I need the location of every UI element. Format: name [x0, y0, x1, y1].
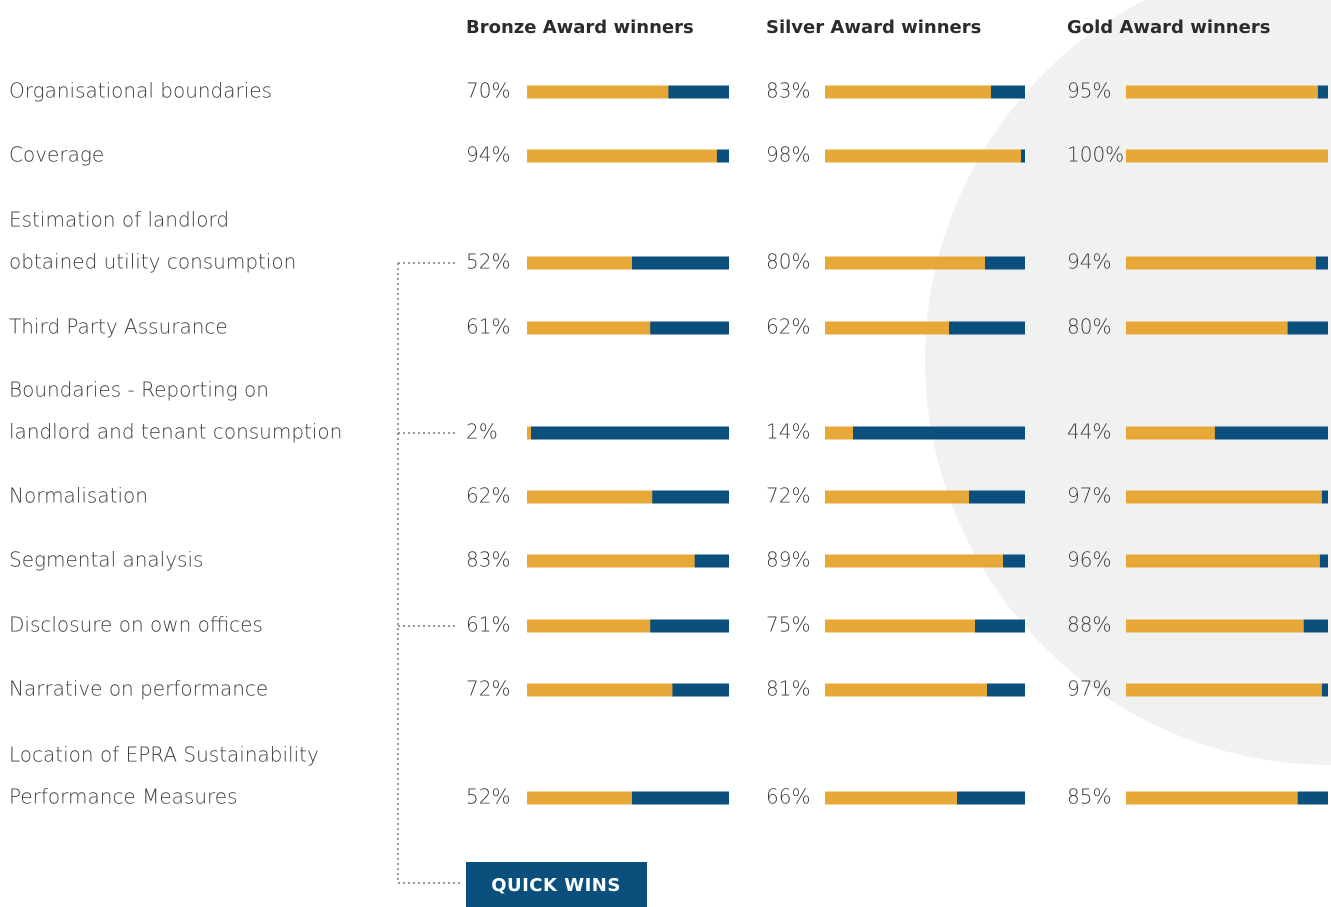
- bar: [527, 619, 651, 633]
- bar: [1126, 256, 1316, 270]
- value-label: 14%: [766, 420, 810, 444]
- bar: [527, 554, 695, 568]
- value-label: 85%: [1067, 785, 1111, 809]
- series-header: Silver Award winners: [766, 17, 981, 38]
- series-header: Gold Award winners: [1067, 17, 1270, 38]
- annotation-box: [466, 862, 647, 907]
- value-label: 80%: [1067, 315, 1111, 339]
- bar: [825, 149, 1021, 163]
- bar: [527, 490, 653, 504]
- background-circle: [925, 0, 1331, 765]
- bar: [1126, 149, 1328, 163]
- bar: [1126, 85, 1318, 99]
- bar: [1126, 791, 1298, 805]
- bar: [1126, 554, 1320, 568]
- category-label: Estimation of landlord: [9, 208, 229, 232]
- value-label: 83%: [466, 548, 510, 572]
- value-label: 70%: [466, 79, 510, 103]
- value-label: 62%: [766, 315, 810, 339]
- category-label: Normalisation: [9, 484, 148, 508]
- bar: [1126, 683, 1322, 697]
- value-label: 88%: [1067, 613, 1111, 637]
- value-label: 97%: [1067, 484, 1111, 508]
- bar: [527, 321, 651, 335]
- value-label: 66%: [766, 785, 810, 809]
- value-label: 80%: [766, 250, 810, 274]
- value-label: 61%: [466, 315, 510, 339]
- value-label: 2%: [466, 420, 498, 444]
- bar-track: [527, 426, 729, 440]
- category-label: Narrative on performance: [9, 677, 268, 701]
- bar: [825, 619, 975, 633]
- bar-track: [825, 426, 1025, 440]
- category-label: obtained utility consumption: [9, 250, 296, 274]
- category-label: Location of EPRA Sustainability: [9, 743, 319, 767]
- bar: [527, 85, 669, 99]
- bar: [1126, 619, 1304, 633]
- value-label: 52%: [466, 250, 510, 274]
- bar: [1126, 426, 1215, 440]
- bar: [527, 256, 633, 270]
- bar: [825, 321, 949, 335]
- value-label: 83%: [766, 79, 810, 103]
- connector: [397, 262, 460, 884]
- value-label: 61%: [466, 613, 510, 637]
- bar: [825, 490, 969, 504]
- value-label: 94%: [466, 143, 510, 167]
- annotation: QUICK WINS: [491, 875, 621, 896]
- bar: [825, 256, 985, 270]
- value-label: 72%: [766, 484, 810, 508]
- value-label: 95%: [1067, 79, 1111, 103]
- category-label: Performance Measures: [9, 785, 238, 809]
- value-label: 94%: [1067, 250, 1111, 274]
- category-label: Disclosure on own offices: [9, 613, 263, 637]
- category-label: Coverage: [9, 143, 104, 167]
- category-label: Boundaries - Reporting on: [9, 378, 269, 402]
- value-label: 44%: [1067, 420, 1111, 444]
- category-label: Organisational boundaries: [9, 79, 272, 103]
- value-label: 75%: [766, 613, 810, 637]
- value-label: 72%: [466, 677, 510, 701]
- category-label: landlord and tenant consumption: [9, 420, 342, 444]
- bar: [527, 683, 673, 697]
- bar: [825, 554, 1003, 568]
- bar: [825, 426, 853, 440]
- bar: [1126, 321, 1288, 335]
- bar: [825, 791, 957, 805]
- category-label: Segmental analysis: [9, 548, 203, 572]
- value-label: 62%: [466, 484, 510, 508]
- value-label: 81%: [766, 677, 810, 701]
- value-label: 52%: [466, 785, 510, 809]
- series-header: Bronze Award winners: [466, 17, 694, 38]
- bar: [825, 85, 991, 99]
- category-label: Third Party Assurance: [9, 315, 228, 339]
- bar: [825, 683, 987, 697]
- value-label: 97%: [1067, 677, 1111, 701]
- value-label: 98%: [766, 143, 810, 167]
- bar: [527, 426, 532, 440]
- bar: [1126, 490, 1322, 504]
- value-label: 96%: [1067, 548, 1111, 572]
- value-label: 100%: [1067, 143, 1124, 167]
- value-label: 89%: [766, 548, 810, 572]
- bar: [527, 149, 717, 163]
- bar: [527, 791, 633, 805]
